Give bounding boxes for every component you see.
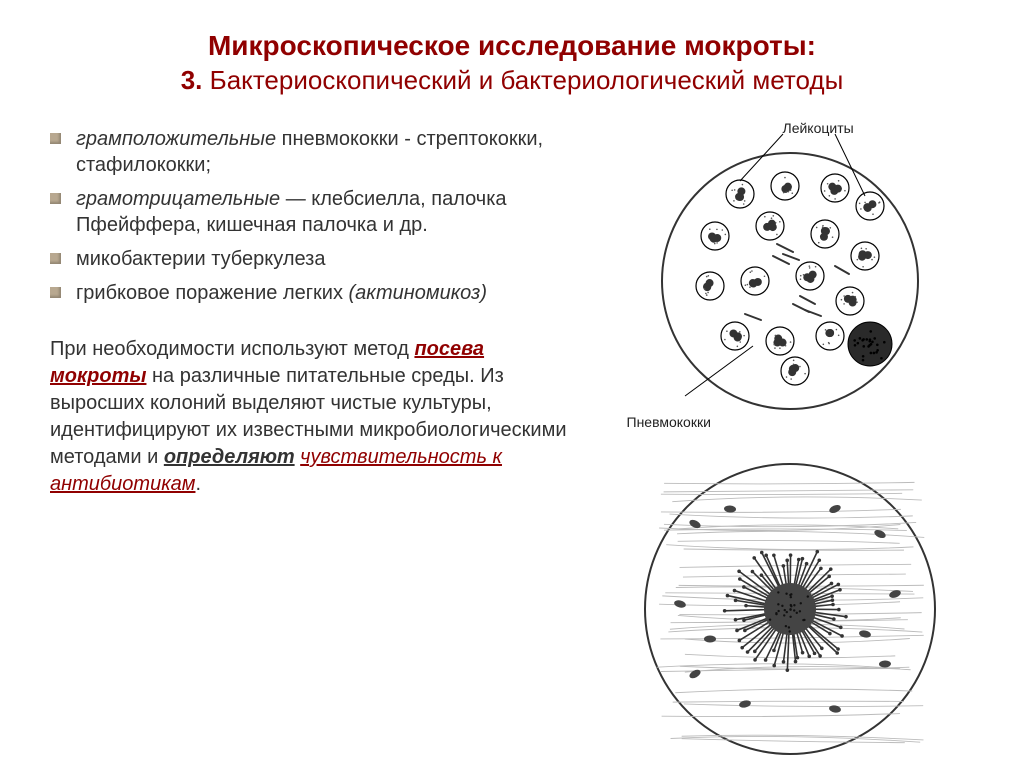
label-leukocytes: Лейкоциты [783,120,854,136]
title-line1: Микроскопическое исследование мокроты: [40,28,984,64]
microscopy-diagram-2 [635,454,945,764]
label-pneumococci: Пневмококки [627,414,711,430]
text-column: грамположительные пневмококки - стрепток… [40,126,595,764]
list-item: микобактерии туберкулеза [40,246,575,272]
list-item: грибковое поражение легких (актиномикоз) [40,280,575,306]
title-line2: 3. Бактериоскопический и бактериологичес… [40,64,984,98]
highlight-opred: определяют [164,446,295,468]
microscopy-diagram-1: Лейкоциты Пневмококки [635,126,945,436]
list-item: грамположительные пневмококки - стрепток… [40,126,575,178]
list-item: грамотрицательные — клебсиелла, палочка … [40,186,575,238]
diagram-column: Лейкоциты Пневмококки [595,126,984,764]
content-row: грамположительные пневмококки - стрепток… [40,126,984,764]
bullet-list: грамположительные пневмококки - стрепток… [40,126,575,306]
slide-title: Микроскопическое исследование мокроты: 3… [40,28,984,98]
paragraph: При необходимости используют метод посев… [40,336,575,498]
